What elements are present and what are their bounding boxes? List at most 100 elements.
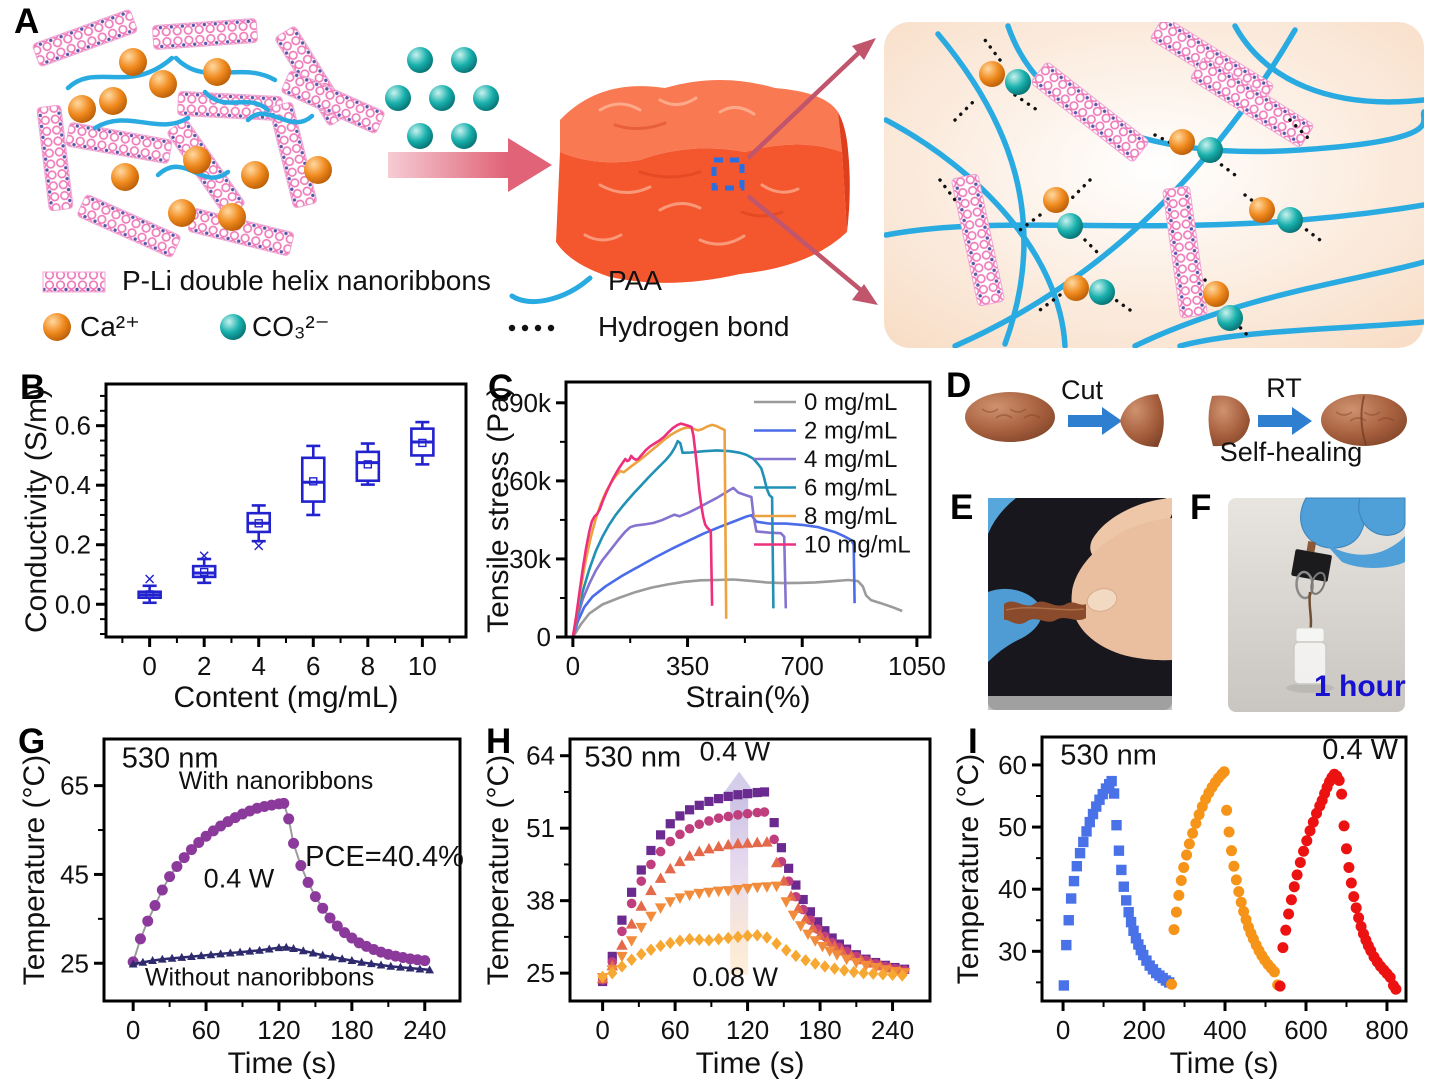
x-tick-label: 6 <box>306 651 320 681</box>
schematic-legend-swatches <box>42 271 593 341</box>
paa-chain-graphic <box>65 55 175 91</box>
nanoribbon-graphic <box>1031 62 1149 162</box>
panel-label-f: F <box>1190 488 1212 527</box>
y-tick-label: 25 <box>526 958 555 988</box>
box-glyph <box>355 442 381 486</box>
y-tick-label: 60 <box>998 750 1027 780</box>
y-tick-label: 0.6 <box>55 411 91 441</box>
healed-seam <box>1360 395 1367 446</box>
chart-tensile-stress: 0 350 700 1050 0 30k 60k 90k Strain(%) Tensile st… <box>482 380 946 714</box>
nanoribbon-graphic <box>1162 185 1208 319</box>
panel-a-schematic <box>32 9 1424 348</box>
y-axis-label: Temperature (°C) <box>952 754 985 984</box>
panel-label-g: G <box>18 722 46 761</box>
paa-chain-graphic <box>202 89 271 113</box>
gel-blob-half <box>1208 395 1250 447</box>
ca-ion-graphic <box>149 70 177 98</box>
annotation: Without nanoribbons <box>145 963 374 991</box>
ca-ion-graphic <box>111 163 139 191</box>
ca-ion-graphic <box>218 203 246 231</box>
legend-entry: 10 mg/mL <box>804 532 911 559</box>
paa-swatch <box>509 275 593 305</box>
binder-clip <box>1291 540 1332 600</box>
series-line <box>571 423 728 637</box>
nanoribbon-graphic <box>951 173 1005 307</box>
hbond-swatch-dot <box>521 324 529 332</box>
y-axis-label: Temperature (°C) <box>482 755 515 985</box>
y-tick-label: 51 <box>526 813 555 843</box>
nanoribbon-graphic <box>32 9 138 67</box>
x-tick-label: 600 <box>1284 1015 1327 1045</box>
series-markers <box>127 797 431 968</box>
co3-ion-graphic <box>1005 69 1031 95</box>
y-tick-label: 64 <box>526 741 555 771</box>
self-healing-label: Self-healing <box>1219 437 1363 467</box>
vial-shadow <box>1286 683 1334 693</box>
co3-ion-graphic <box>1089 279 1115 305</box>
legend-label-paa: PAA <box>608 265 662 296</box>
photo-background <box>1228 498 1405 712</box>
vial-cap <box>1295 627 1325 643</box>
x-tick-label: 200 <box>1122 1015 1165 1045</box>
x-axis-label: Strain(%) <box>685 681 810 714</box>
co3-ion-graphic <box>429 85 455 111</box>
ca-ion-graphic <box>979 61 1005 87</box>
nanoribbon-graphic <box>77 194 181 258</box>
panel-label-i: I <box>968 722 978 761</box>
zoom-region-box <box>711 157 745 191</box>
paa-chain-graphic <box>1177 319 1424 348</box>
co3-ion-graphic <box>385 85 411 111</box>
legend-label-ca: Ca²⁺ <box>80 311 140 342</box>
ca-ion-graphic <box>168 199 196 227</box>
x-tick-label: 400 <box>1203 1015 1246 1045</box>
annotation: 0.4 W <box>1322 734 1398 766</box>
glove-sliver <box>988 498 1016 534</box>
x-axis-label: Time (s) <box>228 1047 337 1080</box>
paa-chain-graphic <box>92 115 191 131</box>
ca-ion-graphic <box>304 156 332 184</box>
x-tick-label: 700 <box>781 651 824 681</box>
annotation: PCE=40.4% <box>305 841 464 873</box>
co3-ion-graphic <box>1197 137 1223 163</box>
nanoribbon-swatch <box>42 271 106 293</box>
box-glyph <box>246 504 272 551</box>
plot-area <box>137 420 435 605</box>
y-tick-label: 65 <box>60 771 89 801</box>
x-tick-label: 120 <box>726 1015 769 1045</box>
legend-entry: 4 mg/mL <box>804 446 897 473</box>
annotation: 530 nm <box>1060 739 1157 771</box>
series-line <box>571 439 775 637</box>
co3-cluster <box>385 47 499 149</box>
panel-label-h: H <box>486 722 512 761</box>
legend-entry: 8 mg/mL <box>804 503 897 530</box>
series-line <box>571 513 856 637</box>
chart-conductivity-boxplot: 0 2 4 6 8 10 0.0 0.2 0.4 0.6 Content (mg/mL) Conduc… <box>20 382 468 714</box>
gel-blob-whole <box>965 392 1055 442</box>
hbond-swatch-dot <box>547 324 555 332</box>
plot-area <box>1058 766 1402 995</box>
x-tick-label: 180 <box>330 1015 373 1045</box>
hydrogen-bond-graphic <box>953 98 977 122</box>
co3-ion-graphic <box>407 123 433 149</box>
plot-area <box>596 771 911 987</box>
annotation: 0.4 W <box>204 864 275 894</box>
panel-d-selfhealing-photos <box>965 392 1407 447</box>
panel-label-c: C <box>488 368 514 407</box>
series-line <box>571 422 714 637</box>
annotation: 530 nm <box>122 743 219 775</box>
x-tick-label: 0 <box>142 651 156 681</box>
plot-frame <box>102 737 462 1003</box>
annotation: 530 nm <box>584 741 681 773</box>
series-markers <box>128 942 434 974</box>
x-tick-label: 180 <box>798 1015 841 1045</box>
panel-label-e: E <box>950 488 974 527</box>
x-tick-label: 240 <box>403 1015 446 1045</box>
ca-ion-graphic <box>1203 281 1229 307</box>
x-tick-label: 60 <box>192 1015 221 1045</box>
cut-label: Cut <box>1060 375 1104 405</box>
legend-label-nanoribbons: P-Li double helix nanoribbons <box>122 265 491 296</box>
hydrogen-bond-graphic <box>1083 238 1102 257</box>
y-axis-label: Tensile stress (Pa) <box>482 386 515 633</box>
ca-ion-graphic <box>99 87 127 115</box>
